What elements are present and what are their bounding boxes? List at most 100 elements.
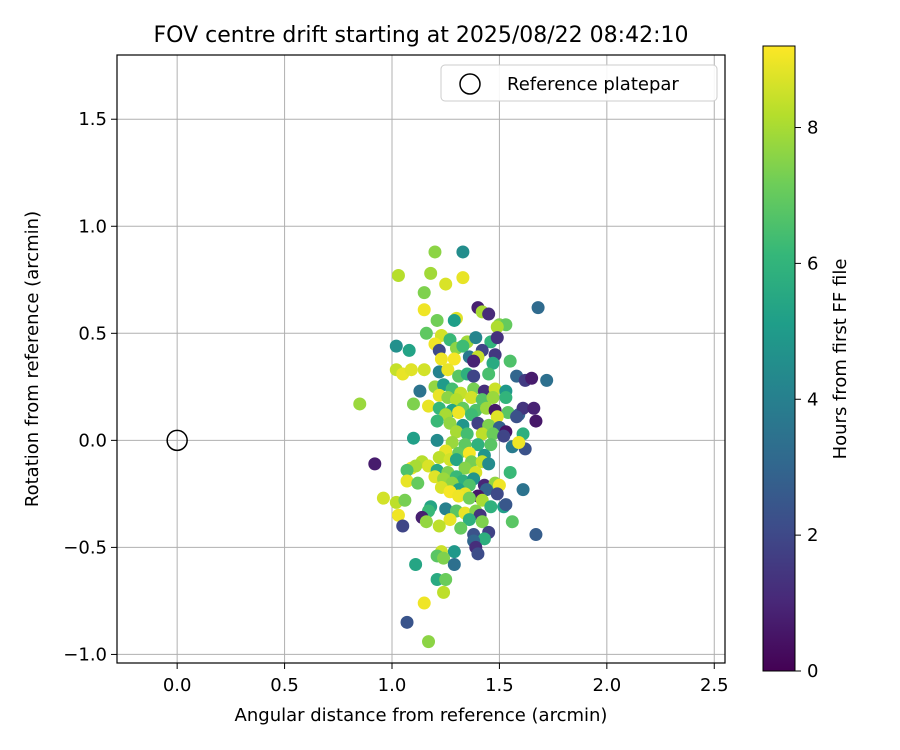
- plot-frame: [116, 54, 726, 664]
- data-point: [409, 558, 423, 572]
- data-point: [462, 491, 476, 505]
- data-point: [471, 416, 485, 430]
- colorbar-tick-label: 0: [807, 661, 818, 682]
- data-point: [467, 369, 481, 383]
- data-point: [406, 397, 420, 411]
- chart-title: FOV centre drift starting at 2025/08/22 …: [154, 23, 689, 48]
- data-point: [452, 406, 466, 420]
- data-point: [512, 435, 526, 449]
- data-point: [516, 483, 530, 497]
- x-tick-label: 2.0: [593, 675, 622, 696]
- data-point: [439, 502, 453, 516]
- x-axis-ticks: 0.0 0.5 1.0 1.5 2.0 2.5: [163, 663, 729, 696]
- data-point: [389, 339, 403, 353]
- legend-entry: Reference platepar: [507, 74, 679, 95]
- data-point: [417, 303, 431, 317]
- data-point: [447, 545, 461, 559]
- data-point: [452, 489, 466, 503]
- data-points: [353, 245, 554, 649]
- x-tick-label: 0.5: [270, 675, 299, 696]
- data-point: [475, 427, 489, 441]
- data-point: [391, 508, 405, 522]
- data-point: [447, 558, 461, 572]
- y-tick-label: 0.0: [78, 430, 107, 451]
- grid: [117, 55, 725, 663]
- data-point: [439, 277, 453, 291]
- data-point: [368, 457, 382, 471]
- colorbar: 0 2 4 6 8 Hours from first FF file: [762, 45, 851, 682]
- data-point: [486, 427, 500, 441]
- data-point: [434, 352, 448, 366]
- data-point: [422, 635, 436, 649]
- y-tick-label: 0.5: [78, 323, 107, 344]
- data-point: [449, 425, 463, 439]
- x-tick-label: 1.5: [485, 675, 514, 696]
- data-point: [529, 414, 543, 428]
- data-point: [469, 331, 483, 345]
- data-point: [400, 463, 414, 477]
- legend: Reference platepar: [440, 64, 718, 102]
- data-point: [441, 363, 455, 377]
- data-point: [456, 339, 470, 353]
- data-point: [454, 521, 468, 535]
- y-tick-label: −0.5: [63, 537, 107, 558]
- data-point: [499, 498, 513, 512]
- x-axis-label: Angular distance from reference (arcmin): [235, 705, 608, 726]
- data-point: [464, 391, 478, 405]
- data-point: [484, 500, 498, 514]
- data-point: [430, 313, 444, 327]
- data-point: [404, 363, 418, 377]
- colorbar-ticks: 0 2 4 6 8: [795, 118, 818, 682]
- data-point: [531, 301, 545, 315]
- data-point: [439, 573, 453, 587]
- data-point: [424, 266, 438, 280]
- data-point: [353, 397, 367, 411]
- data-point: [499, 391, 513, 405]
- data-point: [527, 401, 541, 415]
- data-point: [475, 515, 489, 529]
- colorbar-tick-label: 2: [807, 525, 818, 546]
- data-point: [402, 343, 416, 357]
- data-point: [376, 491, 390, 505]
- data-point: [490, 410, 504, 424]
- y-tick-label: −1.0: [63, 644, 107, 665]
- data-point: [419, 515, 433, 529]
- data-point: [486, 356, 500, 370]
- y-axis-ticks: −1.0 −0.5 0.0 0.5 1.0 1.5: [63, 109, 117, 665]
- data-point: [447, 313, 461, 327]
- data-point: [490, 320, 504, 334]
- legend-marker: [459, 73, 481, 95]
- data-point: [437, 585, 451, 599]
- colorbar-tick-label: 6: [807, 253, 818, 274]
- data-point: [449, 453, 463, 467]
- data-point: [482, 457, 496, 471]
- data-point: [456, 271, 470, 285]
- x-tick-label: 2.5: [700, 675, 729, 696]
- y-tick-label: 1.0: [78, 216, 107, 237]
- colorbar-tick-label: 8: [807, 118, 818, 139]
- data-point: [413, 384, 427, 398]
- x-tick-label: 1.0: [378, 675, 407, 696]
- data-point: [490, 487, 504, 501]
- data-point: [406, 431, 420, 445]
- data-point: [460, 427, 474, 441]
- data-point: [510, 410, 524, 424]
- x-tick-label: 0.0: [163, 675, 192, 696]
- data-point: [417, 596, 431, 610]
- colorbar-gradient: [762, 45, 796, 672]
- data-point: [484, 438, 498, 452]
- data-point: [400, 615, 414, 629]
- data-point: [471, 438, 485, 452]
- data-point: [471, 547, 485, 561]
- data-point: [482, 307, 496, 321]
- y-tick-label: 1.5: [78, 109, 107, 130]
- data-point: [419, 326, 433, 340]
- data-point: [422, 399, 436, 413]
- data-point: [467, 354, 481, 368]
- data-point: [477, 532, 491, 546]
- data-point: [398, 493, 412, 507]
- data-point: [417, 286, 431, 300]
- data-point: [417, 363, 431, 377]
